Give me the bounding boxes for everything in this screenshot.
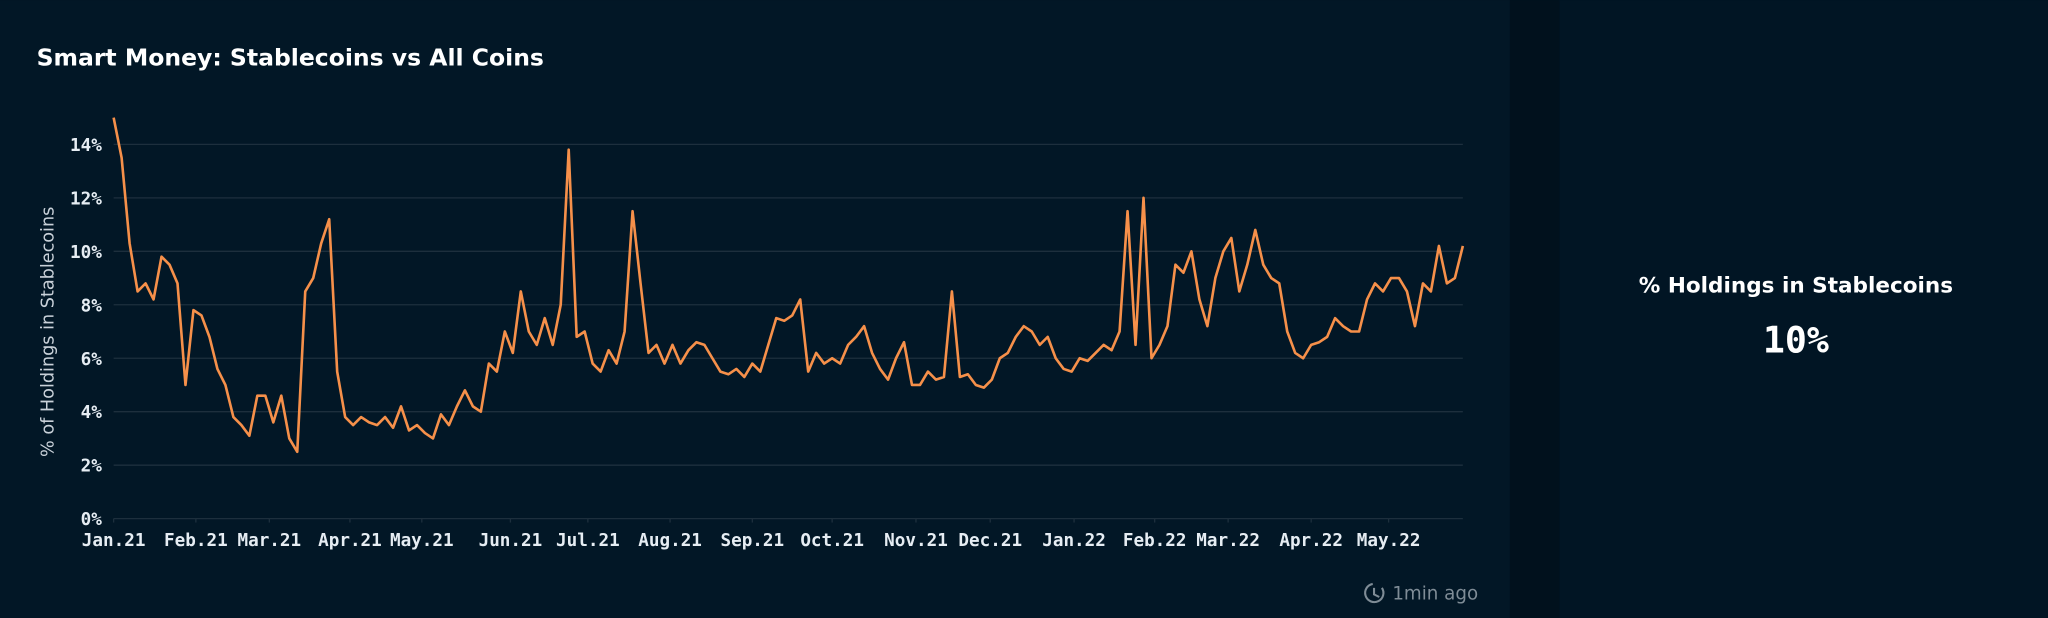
kpi-title: % Holdings in Stablecoins xyxy=(1639,274,1953,299)
kpi-panel xyxy=(1559,0,2048,618)
x-tick-label: Mar.21 xyxy=(237,531,301,551)
x-tick-label: Aug.21 xyxy=(638,531,702,551)
x-tick-label: Jun.21 xyxy=(479,531,543,551)
y-tick-label: 12% xyxy=(70,189,102,209)
y-tick-label: 6% xyxy=(81,350,103,370)
y-tick-label: 2% xyxy=(81,457,103,477)
y-tick-label: 4% xyxy=(81,403,103,423)
gutter xyxy=(1509,0,1560,618)
x-tick-label: May.21 xyxy=(390,531,454,551)
chart-panel xyxy=(0,0,1510,618)
x-tick-label: Jan.22 xyxy=(1042,531,1106,551)
refresh-hands xyxy=(1372,587,1380,598)
y-tick-label: 0% xyxy=(81,510,103,530)
x-tick-label: Feb.22 xyxy=(1123,531,1187,551)
x-tick-label: Jan.21 xyxy=(82,531,146,551)
plot: 0% 2% 4% 6% 8% 10% 12% 14% Jan.21 Feb.21 Mar.21 Apr… xyxy=(70,117,1465,551)
x-tick-label: Apr.22 xyxy=(1279,531,1343,551)
y-axis-label: % of Holdings in Stablecoins xyxy=(39,207,59,457)
kpi-value: 10% xyxy=(1763,319,1829,362)
x-tick-label: Sep.21 xyxy=(720,531,784,551)
refresh-arc xyxy=(1364,582,1385,604)
x-tick-label: Feb.21 xyxy=(164,531,228,551)
x-tick-label: Oct.21 xyxy=(800,531,864,551)
y-tick-label: 14% xyxy=(70,136,102,156)
refresh-icon xyxy=(1364,582,1385,604)
y-tick-label: 10% xyxy=(70,243,102,263)
x-tick-label: Nov.21 xyxy=(884,531,948,551)
y-tick-label: 8% xyxy=(81,296,103,316)
x-tick-label: Apr.21 xyxy=(318,531,382,551)
chart-title: Smart Money: Stablecoins vs All Coins xyxy=(37,43,544,71)
x-tick-label: Dec.21 xyxy=(958,531,1022,551)
series-line xyxy=(112,117,1465,454)
x-tick-label: Jul.21 xyxy=(556,531,620,551)
x-tick-label: May.22 xyxy=(1357,531,1421,551)
updated-label: 1min ago xyxy=(1392,584,1478,605)
x-tick-label: Mar.22 xyxy=(1196,531,1260,551)
